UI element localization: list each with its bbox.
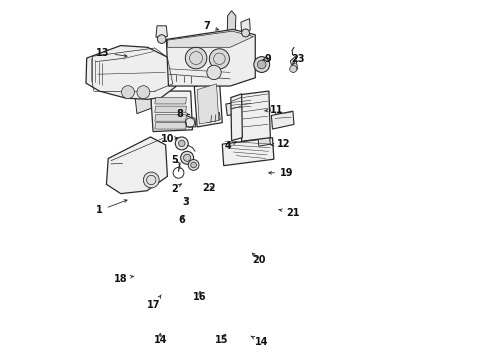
- Text: 7: 7: [203, 21, 216, 31]
- Text: 4: 4: [224, 141, 236, 151]
- Polygon shape: [205, 113, 220, 123]
- Polygon shape: [222, 138, 273, 166]
- Polygon shape: [155, 98, 186, 104]
- Polygon shape: [155, 115, 186, 121]
- Text: 9: 9: [264, 54, 271, 64]
- Circle shape: [289, 65, 296, 72]
- Polygon shape: [155, 106, 186, 113]
- Text: 18: 18: [114, 274, 134, 284]
- Polygon shape: [271, 111, 293, 129]
- Text: 11: 11: [264, 105, 283, 115]
- Polygon shape: [225, 100, 254, 116]
- Text: 8: 8: [176, 109, 190, 119]
- Circle shape: [206, 65, 221, 80]
- Polygon shape: [155, 123, 186, 129]
- Circle shape: [180, 151, 193, 164]
- Polygon shape: [184, 116, 195, 127]
- Polygon shape: [166, 30, 255, 86]
- Circle shape: [209, 49, 229, 69]
- Polygon shape: [227, 11, 235, 37]
- Polygon shape: [135, 91, 151, 114]
- Circle shape: [121, 86, 134, 99]
- Text: 15: 15: [214, 334, 227, 345]
- Polygon shape: [106, 137, 167, 194]
- Polygon shape: [290, 56, 297, 72]
- Text: 21: 21: [278, 208, 299, 218]
- Circle shape: [178, 140, 184, 147]
- Polygon shape: [250, 100, 270, 116]
- Polygon shape: [240, 91, 270, 141]
- Text: 17: 17: [147, 295, 161, 310]
- Polygon shape: [156, 26, 167, 37]
- Text: 6: 6: [178, 215, 185, 225]
- Circle shape: [185, 47, 206, 69]
- Text: 14: 14: [250, 336, 268, 347]
- Circle shape: [190, 162, 196, 168]
- Circle shape: [241, 29, 249, 37]
- Polygon shape: [197, 84, 218, 124]
- Text: 16: 16: [193, 292, 206, 302]
- Text: 5: 5: [171, 155, 179, 165]
- Text: 19: 19: [270, 168, 293, 178]
- Circle shape: [175, 137, 188, 150]
- Text: 13: 13: [96, 48, 125, 58]
- Polygon shape: [167, 31, 253, 47]
- Circle shape: [143, 172, 159, 188]
- Polygon shape: [150, 91, 192, 132]
- Text: 1: 1: [96, 201, 125, 216]
- Polygon shape: [230, 94, 242, 140]
- Polygon shape: [194, 80, 222, 127]
- Text: 12: 12: [270, 139, 290, 149]
- Polygon shape: [241, 19, 250, 32]
- Circle shape: [183, 154, 190, 161]
- Text: 2: 2: [171, 184, 182, 194]
- Text: 3: 3: [182, 197, 188, 207]
- Text: 23: 23: [290, 54, 304, 64]
- Polygon shape: [258, 136, 270, 146]
- Circle shape: [257, 60, 265, 69]
- Circle shape: [137, 86, 149, 99]
- Text: 20: 20: [252, 255, 265, 265]
- Polygon shape: [175, 138, 187, 145]
- Polygon shape: [86, 45, 175, 99]
- Text: 14: 14: [153, 334, 166, 345]
- Circle shape: [157, 35, 165, 43]
- Text: 10: 10: [161, 134, 178, 144]
- Text: 22: 22: [202, 183, 215, 193]
- Circle shape: [188, 159, 199, 170]
- Circle shape: [253, 57, 269, 72]
